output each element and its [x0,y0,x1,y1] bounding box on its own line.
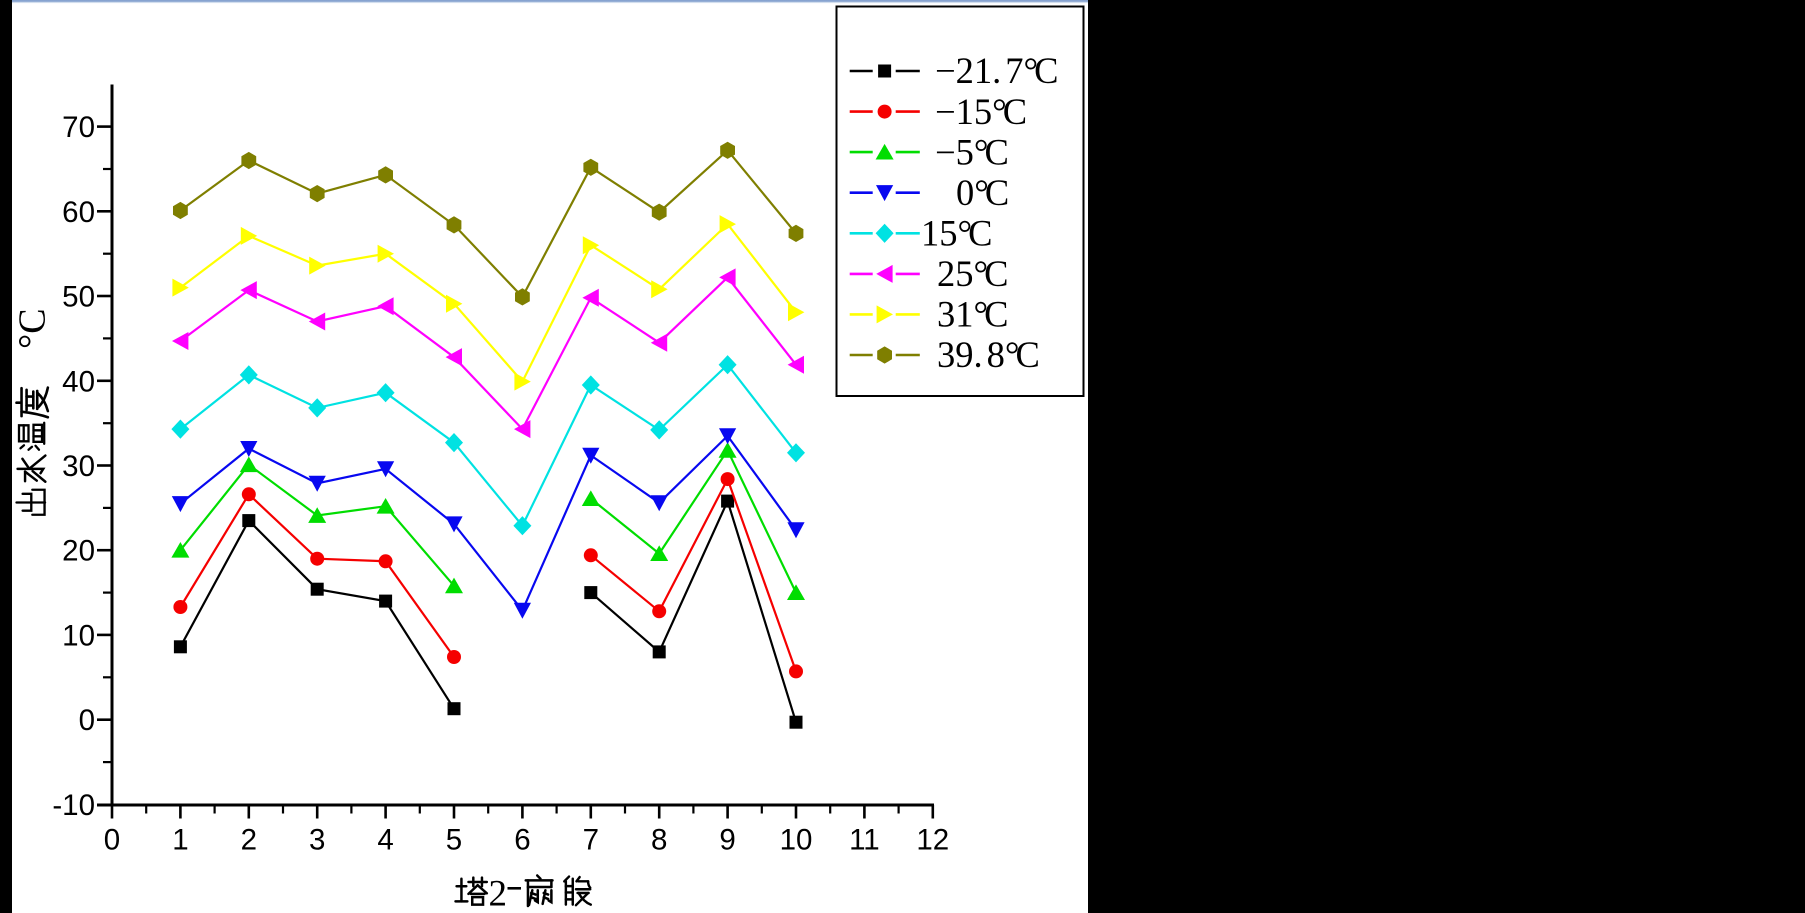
svg-text:2: 2 [241,824,257,857]
svg-text:12: 12 [916,824,949,857]
svg-text:0: 0 [79,704,95,737]
svg-text:20: 20 [62,535,95,568]
svg-text:0: 0 [104,824,120,857]
svg-text:−15°C: −15°C [935,91,1027,132]
svg-text:7: 7 [583,824,599,857]
svg-text:°C: °C [12,308,54,349]
svg-text:−21.7°C: −21. 7°C [935,50,1058,91]
svg-text:11: 11 [849,824,880,857]
svg-text:10: 10 [62,619,95,652]
svg-text:4: 4 [377,824,393,857]
svg-text:31°C: 31°C [937,294,1008,335]
svg-text:30: 30 [62,450,95,483]
svg-text:9: 9 [719,824,735,857]
svg-text:70: 70 [62,111,95,144]
svg-text:8: 8 [651,824,667,857]
svg-text:3: 3 [309,824,325,857]
svg-text:60: 60 [62,196,95,229]
svg-text:−5°C: −5°C [935,131,1009,172]
svg-text:40: 40 [62,365,95,398]
svg-text:25°C: 25°C [937,253,1008,294]
svg-text:5: 5 [446,824,462,857]
svg-text:2: 2 [489,874,508,913]
svg-text:15°C: 15°C [921,213,992,254]
svg-text:50: 50 [62,281,95,314]
svg-text:10: 10 [780,824,813,857]
svg-text:-10: -10 [52,789,95,822]
svg-text:6: 6 [514,824,530,857]
svg-text:0°C: 0°C [956,172,1009,213]
svg-text:39.8°C: 39. 8°C [937,334,1040,375]
svg-text:1: 1 [172,824,188,857]
